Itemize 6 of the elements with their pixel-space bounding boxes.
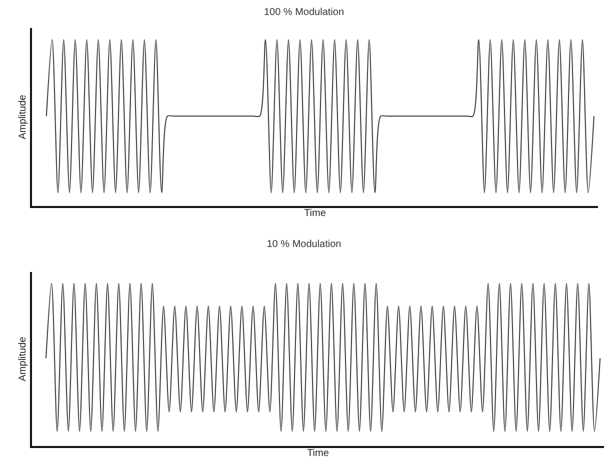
chart-title: 10 % Modulation <box>266 239 342 250</box>
x-axis-title: Time <box>307 448 330 459</box>
x-axis-title: Time <box>304 208 326 219</box>
y-axis-title: Amplitude <box>18 94 28 140</box>
chart-title: 100 % Modulation <box>264 7 344 18</box>
y-axis-title: Amplitude <box>18 336 28 382</box>
